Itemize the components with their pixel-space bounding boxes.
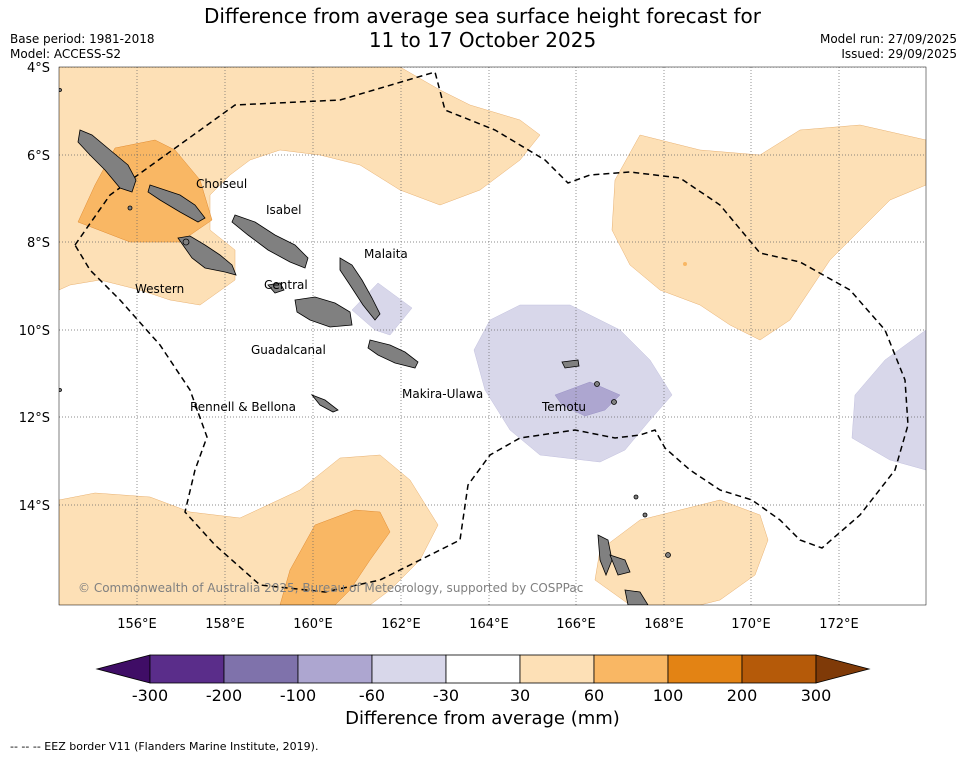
sea-level-map: Choiseul Isabel Malaita Central Western … xyxy=(19,61,927,632)
place-label-temotu: Temotu xyxy=(541,400,586,414)
eez-border-solomon xyxy=(74,71,909,593)
colorbar-tick-label: 100 xyxy=(653,686,684,705)
model-run: Model run: 27/09/2025 xyxy=(819,32,957,46)
lat-label: 12°S xyxy=(19,411,50,426)
land-choiseul xyxy=(77,129,137,193)
colorbar-tick-label: 60 xyxy=(584,686,604,705)
title-line-2: 11 to 17 October 2025 xyxy=(368,28,597,52)
meta-right: Model run: 27/09/2025 Issued: 29/09/2025 xyxy=(820,32,957,62)
colorbar-tick-label: -200 xyxy=(206,686,242,705)
place-label-choiseul: Choiseul xyxy=(196,177,247,191)
meta-left: Base period: 1981-2018 Model: ACCESS-S2 xyxy=(10,32,155,62)
land-temotu-santa-cruz xyxy=(561,359,580,369)
land-islet-5 xyxy=(665,552,671,558)
colorbar-extend-low xyxy=(95,654,151,684)
place-label-central: Central xyxy=(264,278,308,292)
issued-date: Issued: 29/09/2025 xyxy=(841,47,957,61)
land-temotu-reef xyxy=(611,399,617,405)
land-makira xyxy=(367,339,419,369)
eez-footnote: -- -- -- EEZ border V11 (Flanders Marine… xyxy=(10,740,319,753)
colorbar-tick-label: -60 xyxy=(359,686,385,705)
model-name: Model: ACCESS-S2 xyxy=(10,47,122,61)
colorbar-segment xyxy=(297,654,373,684)
land-islet-2 xyxy=(182,238,190,246)
place-label-makira-ulawa: Makira-Ulawa xyxy=(402,387,483,401)
land-masses xyxy=(59,88,671,605)
land-vanuatu-west xyxy=(609,554,631,576)
chart-title: Difference from average sea surface heig… xyxy=(0,4,965,52)
longitude-labels: 156°E 158°E 160°E 162°E 164°E 166°E 168°E 170°E… xyxy=(117,617,859,632)
map-frame xyxy=(58,66,927,606)
colorbar-tick-label: 30 xyxy=(510,686,530,705)
lat-label: 8°S xyxy=(27,236,50,251)
lon-label: 168°E xyxy=(644,617,684,632)
colorbar-tick-label: -100 xyxy=(280,686,316,705)
lon-label: 172°E xyxy=(819,617,859,632)
lon-label: 162°E xyxy=(381,617,421,632)
lat-label: 4°S xyxy=(27,61,50,76)
anomaly-light-orange-north xyxy=(59,67,541,306)
colorbar-segments xyxy=(95,654,871,684)
place-label-isabel: Isabel xyxy=(266,203,301,217)
colorbar-segment xyxy=(149,654,225,684)
land-islet-6 xyxy=(59,88,62,92)
colorbar-title: Difference from average (mm) xyxy=(345,708,620,729)
base-period: Base period: 1981-2018 xyxy=(10,32,155,46)
colorbar-segment xyxy=(223,654,299,684)
lon-label: 170°E xyxy=(731,617,771,632)
land-western-isles xyxy=(177,235,237,276)
lon-label: 158°E xyxy=(205,617,245,632)
anomaly-light-orange-east xyxy=(611,124,926,341)
latitude-labels: 4°S 6°S 8°S 10°S 12°S 14°S xyxy=(19,61,50,514)
colorbar: -300 -200 -100 -60 -30 30 60 100 200 300 xyxy=(95,654,871,705)
place-label-guadalcanal: Guadalcanal xyxy=(251,343,326,357)
anomaly-light-purple-east xyxy=(851,329,926,471)
land-temotu-tinakula xyxy=(594,381,600,387)
grid-lines xyxy=(59,67,926,605)
lat-label: 10°S xyxy=(19,324,50,339)
colorbar-segment xyxy=(371,654,447,684)
land-guadalcanal xyxy=(294,296,353,328)
lon-label: 156°E xyxy=(117,617,157,632)
colorbar-segment xyxy=(741,654,817,684)
land-vanuatu-north xyxy=(597,534,613,577)
colorbar-segment xyxy=(593,654,669,684)
land-vanuatu-mid xyxy=(624,589,649,605)
land-islet-7 xyxy=(59,388,62,392)
colorbar-tick-labels: -300 -200 -100 -60 -30 30 60 100 200 300 xyxy=(132,686,831,705)
land-new-georgia xyxy=(147,184,206,223)
colorbar-segment xyxy=(667,654,743,684)
land-islet-4 xyxy=(642,512,648,518)
lat-label: 14°S xyxy=(19,499,50,514)
colorbar-tick-label: 200 xyxy=(727,686,758,705)
anomaly-purple-temotu xyxy=(554,381,621,417)
place-label-rennell-bellona: Rennell & Bellona xyxy=(190,400,296,414)
land-central-isles xyxy=(267,282,285,294)
title-line-1: Difference from average sea surface heig… xyxy=(203,4,762,28)
colorbar-tick-label: 300 xyxy=(801,686,832,705)
colorbar-extend-high xyxy=(815,654,871,684)
colorbar-tick-label: -30 xyxy=(433,686,459,705)
land-malaita xyxy=(339,257,381,321)
anomaly-orange-dot xyxy=(683,262,687,266)
place-label-malaita: Malaita xyxy=(364,247,408,261)
land-islet-1 xyxy=(127,205,133,211)
land-rennell xyxy=(310,394,339,413)
lon-label: 166°E xyxy=(556,617,596,632)
lat-label: 6°S xyxy=(27,149,50,164)
colorbar-segment xyxy=(445,654,521,684)
copyright-notice: © Commonwealth of Australia 2025, Bureau… xyxy=(78,581,583,595)
lon-label: 160°E xyxy=(293,617,333,632)
lon-label: 164°E xyxy=(469,617,509,632)
colorbar-segment xyxy=(519,654,595,684)
land-isabel xyxy=(231,214,309,269)
colorbar-tick-label: -300 xyxy=(132,686,168,705)
land-islet-3 xyxy=(633,494,639,500)
anomaly-light-orange-southeast xyxy=(594,499,769,605)
place-label-western: Western xyxy=(135,282,184,296)
